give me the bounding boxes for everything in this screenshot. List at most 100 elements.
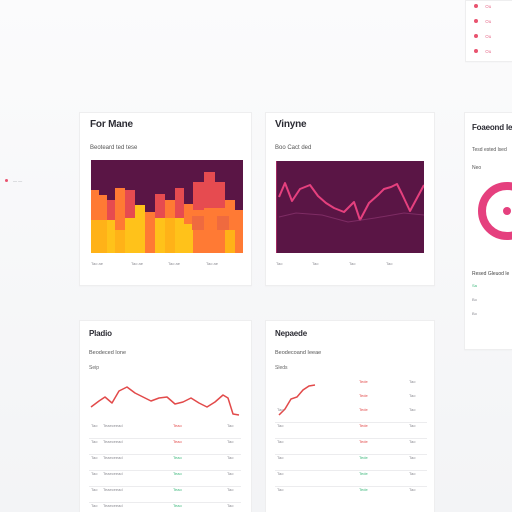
legend-title: Resed Gleuod le	[472, 271, 510, 277]
bar-segment	[125, 218, 135, 253]
card-caption: Seip	[89, 365, 100, 371]
footer-label: Tao	[312, 261, 319, 266]
card-title: Pladio	[89, 329, 112, 338]
table-row: Tede Tao	[275, 393, 427, 407]
card-title: Nepaede	[275, 329, 307, 338]
status-dot-icon	[474, 34, 478, 38]
footer-label: Tao ae	[168, 261, 181, 266]
top-right-item-label: Ou	[485, 4, 492, 9]
bar-segment	[91, 190, 99, 220]
bottom-left-card: Pladio Beodeced Ione Seip Tao Teaeceead …	[79, 320, 252, 512]
mini-chart-line	[278, 384, 316, 416]
card-subtitle: Beoteard ted tese	[90, 145, 138, 151]
legend-item: Bo	[472, 297, 477, 302]
table-cell: Tao	[409, 407, 416, 412]
table-cell: Tede	[359, 379, 368, 384]
legend-item: Bo	[472, 311, 477, 316]
table-cell: Teaeceead	[103, 503, 123, 508]
bar-segment	[125, 190, 135, 218]
bar-segment	[107, 220, 115, 253]
bar-segment	[215, 208, 225, 253]
footer-label: Tao	[276, 261, 283, 266]
top-right-item[interactable]: Ou	[474, 19, 508, 34]
volume-line	[278, 182, 424, 221]
bar-segment	[175, 218, 184, 253]
heatmap-bars	[91, 172, 243, 253]
table-cell: Teaeceead	[103, 423, 123, 428]
bar-segment	[115, 188, 125, 230]
bar-segment	[215, 182, 225, 208]
table-row: Tao Tede Tao	[275, 471, 427, 485]
table-cell: Teao	[173, 503, 182, 508]
table-cell: Tao	[91, 487, 98, 492]
bar-segment	[225, 230, 235, 253]
table-row: Tao Tede Tao	[275, 439, 427, 453]
donut-chart	[478, 182, 512, 240]
table-cell: Tao	[227, 455, 234, 460]
top-right-list: Ou Ou Ou Ou	[474, 4, 508, 64]
bar-segment	[91, 220, 99, 253]
table-row: Tede Tao	[275, 379, 427, 393]
bar-segment	[193, 182, 204, 210]
volume-footer: Tao Tao Tao Tao	[276, 261, 424, 271]
table-cell: Tao	[227, 487, 234, 492]
table-cell: Tede	[359, 423, 368, 428]
footer-label: Tao ae	[131, 261, 144, 266]
footer-label: Tao	[349, 261, 356, 266]
table-cell: Tede	[359, 487, 368, 492]
card-subtitle: Beodecoand Ieeae	[275, 350, 322, 356]
mini-chart	[278, 384, 316, 416]
table-row: Tao Tede Tao	[275, 455, 427, 469]
footer-label: Tao	[386, 261, 393, 266]
table-cell: Tede	[359, 393, 368, 398]
bar-segment	[165, 200, 175, 218]
bar-segment	[184, 224, 193, 253]
table-cell: Teaeceead	[103, 455, 123, 460]
table-cell: Tede	[359, 407, 368, 412]
table-row: Tao Teaeceead Teao Tao	[89, 487, 241, 501]
volume-card: Vinyne Boo Cact ded — — — Tao Tao Tao Ta…	[265, 112, 435, 286]
table-cell: Tede	[359, 455, 368, 460]
trend-chart	[90, 386, 240, 416]
table-cell: Teaeceead	[103, 471, 123, 476]
footer-label: Tao ae	[91, 261, 104, 266]
table-cell: Tao	[409, 471, 416, 476]
baseline-line	[278, 212, 424, 223]
table-cell: Tao	[409, 423, 416, 428]
bottom-right-table: Tede Tao Tede Tao Tao Tede Tao Tao Tede …	[275, 379, 427, 509]
bar-segment	[235, 210, 243, 253]
table-cell: Tao	[409, 455, 416, 460]
table-cell: Tao	[277, 439, 284, 444]
bar-segment	[192, 216, 204, 230]
table-row: Tao Tede Tao	[275, 407, 427, 421]
top-right-item[interactable]: Ou	[474, 49, 508, 64]
bottom-left-table: Tao Teaeceead Teao Tao Tao Teaeceead Tea…	[89, 423, 241, 511]
heatmap-footer: Tao ae Tao ae Tao ae Tao ae	[91, 261, 243, 271]
table-row: Tao Teaeceead Teao Tao	[89, 439, 241, 453]
card-title: Foaeond Ie	[472, 123, 512, 132]
table-cell: Tao	[227, 423, 234, 428]
card-title: For Mane	[90, 119, 133, 130]
bar-segment	[99, 220, 107, 253]
table-cell: Tao	[409, 439, 416, 444]
table-cell: Tao	[277, 471, 284, 476]
table-cell: Tao	[277, 407, 284, 412]
bar-segment	[115, 230, 125, 253]
volume-chart: — — —	[276, 161, 424, 253]
table-cell: Tede	[359, 471, 368, 476]
bar-segment	[204, 172, 215, 208]
bar-segment	[155, 218, 165, 253]
table-row: Tao Tede Tao	[275, 423, 427, 437]
table-cell: Tao	[409, 487, 416, 492]
table-row: Tao Teaeceead Teao Tao	[89, 471, 241, 485]
top-right-item-label: Ou	[485, 49, 492, 54]
top-right-item[interactable]: Ou	[474, 34, 508, 49]
footer-label: Tao ae	[206, 261, 219, 266]
table-cell: Tao	[91, 503, 98, 508]
top-right-item[interactable]: Ou	[474, 4, 508, 19]
bar-segment	[217, 216, 229, 230]
bar-segment	[225, 200, 235, 230]
table-cell: Teao	[173, 439, 182, 444]
left-stub-label: — —	[13, 178, 23, 183]
table-cell: Tao	[277, 423, 284, 428]
